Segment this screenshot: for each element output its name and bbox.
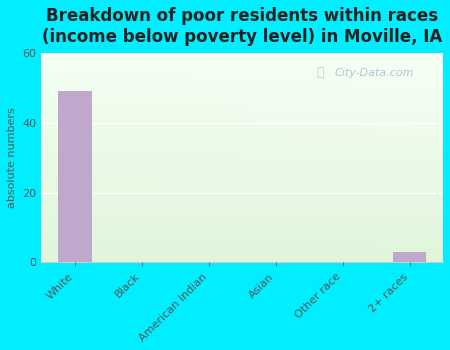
Bar bbox=[58, 91, 92, 262]
Title: Breakdown of poor residents within races
(income below poverty level) in Moville: Breakdown of poor residents within races… bbox=[42, 7, 442, 46]
Bar bbox=[393, 252, 426, 262]
Text: City-Data.com: City-Data.com bbox=[335, 68, 414, 77]
Y-axis label: absolute numbers: absolute numbers bbox=[7, 107, 17, 208]
Text: ⦿: ⦿ bbox=[316, 66, 324, 79]
